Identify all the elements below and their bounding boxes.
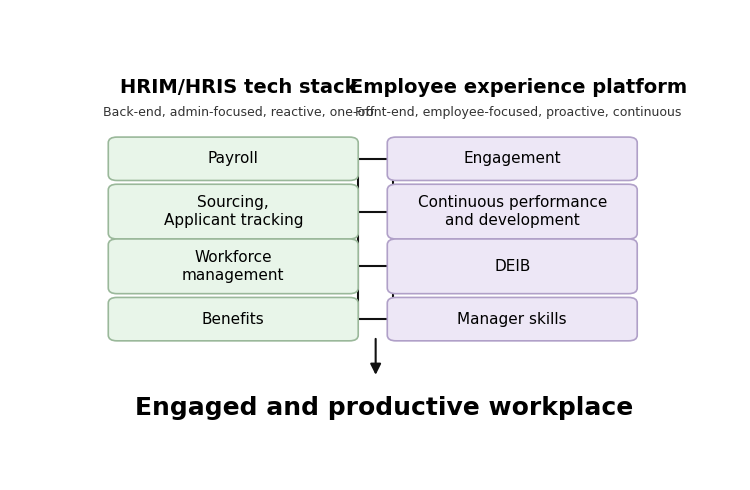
FancyBboxPatch shape	[108, 137, 358, 180]
Text: Manager skills: Manager skills	[458, 312, 567, 327]
FancyBboxPatch shape	[387, 137, 638, 180]
Text: Workforce
management: Workforce management	[182, 250, 284, 283]
Text: Employee experience platform: Employee experience platform	[350, 77, 687, 97]
FancyBboxPatch shape	[387, 184, 638, 239]
FancyBboxPatch shape	[108, 184, 358, 239]
Text: HRIM/HRIS tech stack: HRIM/HRIS tech stack	[120, 77, 358, 97]
Text: Benefits: Benefits	[202, 312, 265, 327]
FancyBboxPatch shape	[387, 297, 638, 341]
Text: Back-end, admin-focused, reactive, one-off: Back-end, admin-focused, reactive, one-o…	[104, 106, 375, 119]
Text: Continuous performance
and development: Continuous performance and development	[418, 196, 607, 228]
Text: Sourcing,
Applicant tracking: Sourcing, Applicant tracking	[164, 196, 303, 228]
Text: Front-end, employee-focused, proactive, continuous: Front-end, employee-focused, proactive, …	[355, 106, 681, 119]
Text: Engagement: Engagement	[464, 151, 561, 166]
FancyBboxPatch shape	[387, 239, 638, 294]
FancyBboxPatch shape	[108, 239, 358, 294]
Text: Payroll: Payroll	[208, 151, 259, 166]
Text: Engaged and productive workplace: Engaged and productive workplace	[135, 396, 634, 420]
Text: DEIB: DEIB	[494, 259, 530, 274]
FancyBboxPatch shape	[108, 297, 358, 341]
